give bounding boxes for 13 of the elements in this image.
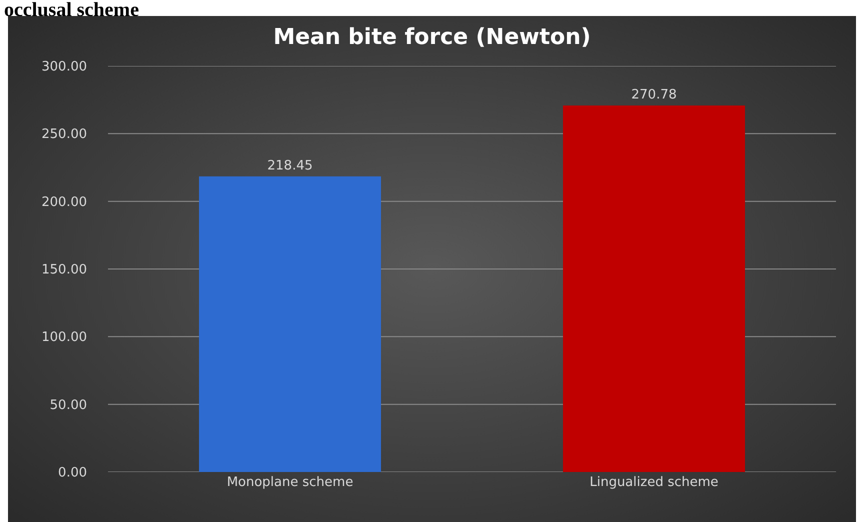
x-tick-label: Monoplane scheme xyxy=(226,475,354,490)
x-tick-label: Lingualized scheme xyxy=(590,475,718,490)
y-tick-label: 50.00 xyxy=(50,398,87,413)
y-tick-label: 0.00 xyxy=(58,466,87,481)
data-label: 218.45 xyxy=(267,158,313,174)
chart-title: Mean bite force (Newton) xyxy=(273,25,591,50)
data-label: 270.78 xyxy=(631,88,677,103)
y-tick-label: 150.00 xyxy=(42,262,87,278)
y-tick-label: 200.00 xyxy=(42,194,87,210)
y-tick-label: 100.00 xyxy=(42,330,87,346)
y-tick-label: 300.00 xyxy=(42,60,87,75)
text: occlusal scheme xyxy=(4,0,139,21)
y-tick-label: 250.00 xyxy=(42,127,87,142)
